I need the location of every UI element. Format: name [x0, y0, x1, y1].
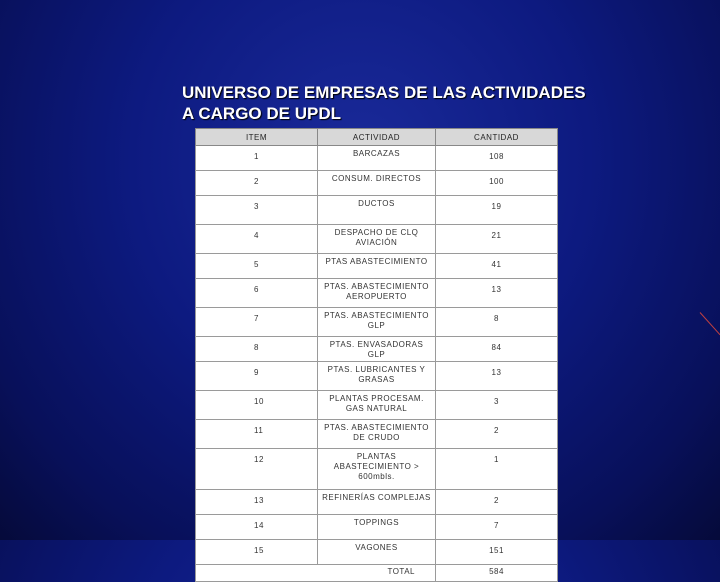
table-row: 2 CONSUM. DIRECTOS 100	[195, 170, 558, 196]
header-item: ITEM	[195, 128, 318, 146]
cantidad-cell: 1	[435, 448, 558, 490]
actividad-cell: PTAS ABASTECIMIENTO	[317, 253, 436, 279]
actividad-cell: TOPPINGS	[317, 514, 436, 540]
table-row: 9 PTAS. LUBRICANTES Y GRASAS 13	[195, 361, 558, 391]
table-row: 5 PTAS ABASTECIMIENTO 41	[195, 253, 558, 279]
actividad-cell: CONSUM. DIRECTOS	[317, 170, 436, 196]
cantidad-cell: 100	[435, 170, 558, 196]
actividad-cell: VAGONES	[317, 539, 436, 565]
actividad-cell: REFINERÍAS COMPLEJAS	[317, 489, 436, 515]
item-cell: 2	[195, 170, 318, 196]
item-cell: 3	[195, 195, 318, 225]
table-row: 13 REFINERÍAS COMPLEJAS 2	[195, 489, 558, 515]
actividad-cell: PTAS. ABASTECIMIENTO GLP	[317, 307, 436, 337]
actividad-cell: PLANTAS ABASTECIMIENTO > 600mbls.	[317, 448, 436, 490]
item-cell: 6	[195, 278, 318, 308]
actividad-cell: BARCAZAS	[317, 145, 436, 171]
table-header-row: ITEM ACTIVIDAD CANTIDAD	[195, 128, 558, 146]
cantidad-cell: 13	[435, 278, 558, 308]
item-cell: 13	[195, 489, 318, 515]
item-cell: 9	[195, 361, 318, 391]
table-row: 6 PTAS. ABASTECIMIENTO AEROPUERTO 13	[195, 278, 558, 308]
item-cell: 8	[195, 336, 318, 362]
cantidad-cell: 3	[435, 390, 558, 420]
total-row: TOTAL 584	[195, 564, 558, 582]
table-row: 3 DUCTOS 19	[195, 195, 558, 225]
cantidad-cell: 151	[435, 539, 558, 565]
item-cell: 4	[195, 224, 318, 254]
table-row: 1 BARCAZAS 108	[195, 145, 558, 171]
item-cell: 1	[195, 145, 318, 171]
actividad-cell: PTAS. ABASTECIMIENTO DE CRUDO	[317, 419, 436, 449]
cantidad-cell: 84	[435, 336, 558, 362]
slide-title: UNIVERSO DE EMPRESAS DE LAS ACTIVIDADES …	[182, 82, 642, 124]
actividad-cell: PTAS. LUBRICANTES Y GRASAS	[317, 361, 436, 391]
item-cell: 7	[195, 307, 318, 337]
cantidad-cell: 2	[435, 419, 558, 449]
item-cell: 5	[195, 253, 318, 279]
item-cell: 14	[195, 514, 318, 540]
cantidad-cell: 13	[435, 361, 558, 391]
title-line-1: UNIVERSO DE EMPRESAS DE LAS ACTIVIDADES	[182, 83, 586, 102]
title-line-2: A CARGO DE UPDL	[182, 104, 341, 123]
table-row: 4 DESPACHO DE CLQ AVIACIÓN 21	[195, 224, 558, 254]
cantidad-cell: 108	[435, 145, 558, 171]
cantidad-cell: 41	[435, 253, 558, 279]
item-cell: 15	[195, 539, 318, 565]
total-label: TOTAL	[195, 564, 436, 582]
table-row: 14 TOPPINGS 7	[195, 514, 558, 540]
cantidad-cell: 7	[435, 514, 558, 540]
companies-table: ITEM ACTIVIDAD CANTIDAD 1 BARCAZAS 108 2…	[195, 128, 558, 582]
cantidad-cell: 21	[435, 224, 558, 254]
table-row: 11 PTAS. ABASTECIMIENTO DE CRUDO 2	[195, 419, 558, 449]
actividad-cell: PTAS. ABASTECIMIENTO AEROPUERTO	[317, 278, 436, 308]
item-cell: 11	[195, 419, 318, 449]
table-row: 7 PTAS. ABASTECIMIENTO GLP 8	[195, 307, 558, 337]
actividad-cell: PTAS. ENVASADORAS GLP	[317, 336, 436, 362]
item-cell: 10	[195, 390, 318, 420]
cantidad-cell: 2	[435, 489, 558, 515]
table-row: 15 VAGONES 151	[195, 539, 558, 565]
actividad-cell: PLANTAS PROCESAM. GAS NATURAL	[317, 390, 436, 420]
total-value: 584	[435, 564, 558, 582]
header-actividad: ACTIVIDAD	[317, 128, 436, 146]
actividad-cell: DUCTOS	[317, 195, 436, 225]
table-row: 12 PLANTAS ABASTECIMIENTO > 600mbls. 1	[195, 448, 558, 490]
cantidad-cell: 19	[435, 195, 558, 225]
item-cell: 12	[195, 448, 318, 490]
header-cantidad: CANTIDAD	[435, 128, 558, 146]
cantidad-cell: 8	[435, 307, 558, 337]
decorative-line	[699, 312, 720, 336]
table-row: 8 PTAS. ENVASADORAS GLP 84	[195, 336, 558, 362]
table-row: 10 PLANTAS PROCESAM. GAS NATURAL 3	[195, 390, 558, 420]
actividad-cell: DESPACHO DE CLQ AVIACIÓN	[317, 224, 436, 254]
